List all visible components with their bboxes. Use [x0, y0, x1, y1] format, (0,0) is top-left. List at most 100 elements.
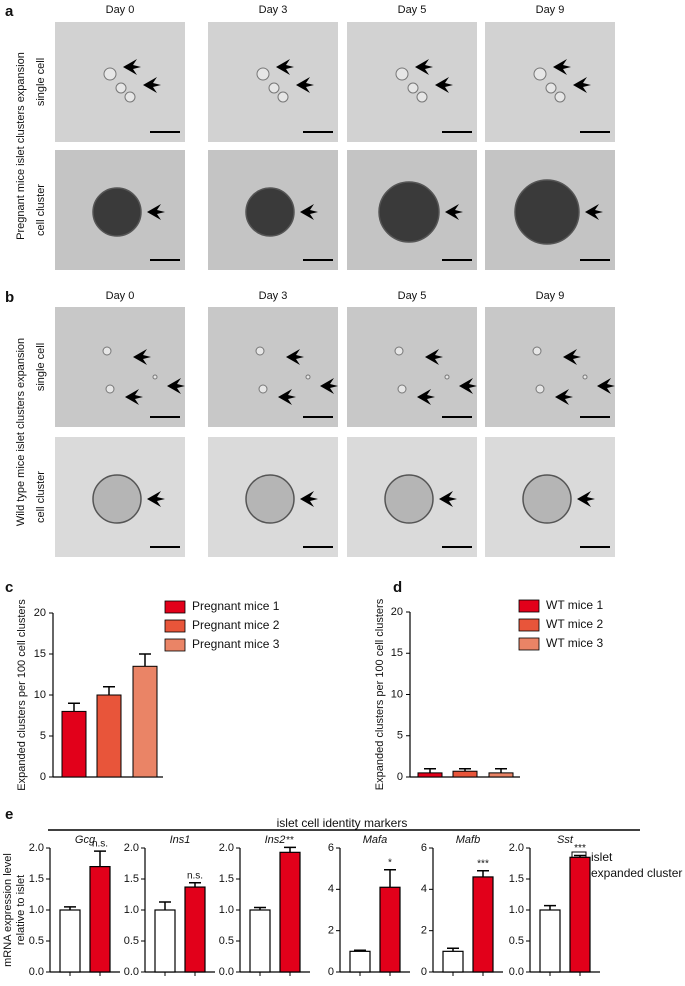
subplot-title: Sst — [557, 834, 574, 846]
error-bar — [477, 869, 489, 877]
y-tick-label: 2.0 — [124, 842, 139, 854]
y-tick-label: 2.0 — [509, 842, 524, 854]
panel-label: a — [5, 3, 14, 20]
arrow — [597, 378, 615, 394]
y-tick-label: 5 — [397, 730, 403, 742]
bar — [452, 770, 478, 778]
legend-label: Pregnant mice 3 — [192, 637, 280, 651]
micrograph — [347, 437, 477, 557]
legend-swatch — [518, 599, 540, 613]
arrow — [300, 204, 318, 220]
bar — [417, 772, 443, 778]
y-tick-label: 1.0 — [29, 904, 44, 916]
micrograph — [485, 437, 615, 557]
bar — [349, 950, 371, 973]
arrow — [276, 59, 294, 75]
y-tick-label: 2.0 — [29, 842, 44, 854]
cell — [545, 82, 557, 94]
panel-label: e — [5, 806, 13, 823]
arrow — [435, 77, 453, 93]
bar — [154, 909, 176, 973]
micrograph-bg — [485, 307, 615, 427]
row-group-label: Wild type mice islet clusters expansion — [15, 338, 27, 526]
bar — [132, 665, 158, 778]
column-header: Day 9 — [536, 4, 565, 16]
micrograph-bg — [347, 307, 477, 427]
legend-swatch — [164, 638, 186, 652]
cell — [255, 346, 265, 356]
subplot-title: Mafa — [363, 834, 387, 846]
cell — [256, 67, 270, 81]
y-tick-label: 1.5 — [219, 873, 234, 885]
y-tick-label: 0.5 — [219, 935, 234, 947]
arrow — [147, 491, 165, 507]
subplot-title: Gcg — [75, 834, 96, 846]
micrograph — [208, 437, 338, 557]
cluster — [92, 187, 142, 237]
y-tick-label: 0.5 — [509, 935, 524, 947]
arrow — [415, 59, 433, 75]
arrow — [133, 349, 151, 365]
cell — [258, 384, 268, 394]
cell — [532, 346, 542, 356]
significance: *** — [574, 843, 586, 854]
y-tick-label: 0.0 — [29, 966, 44, 978]
arrow — [573, 77, 591, 93]
significance: n.s. — [92, 839, 108, 850]
y-tick-label: 0.0 — [509, 966, 524, 978]
legend-label: WT mice 2 — [546, 617, 603, 631]
y-tick-label: 4 — [328, 883, 334, 895]
micrograph-bg — [485, 22, 615, 142]
legend-label: WT mice 3 — [546, 636, 603, 650]
error-bar — [139, 653, 151, 667]
micrograph-bg — [55, 22, 185, 142]
legend-label: expanded cluster — [591, 866, 682, 880]
cell — [268, 82, 280, 94]
row-label: single cell — [35, 58, 47, 106]
micrograph-bg — [55, 307, 185, 427]
micrograph — [208, 150, 338, 270]
arrow — [167, 378, 185, 394]
arrow — [585, 204, 603, 220]
cell — [554, 91, 566, 103]
cluster — [384, 474, 434, 524]
column-header: Day 0 — [106, 4, 135, 16]
y-axis-label: relative to islet — [15, 875, 27, 945]
arrow — [143, 77, 161, 93]
micrograph-bg — [208, 22, 338, 142]
column-header: Day 5 — [398, 290, 427, 302]
bar — [59, 909, 81, 973]
cell — [305, 374, 311, 380]
panel-label: d — [393, 579, 402, 596]
subplot-title: Ins2 — [265, 834, 286, 846]
arrow — [445, 204, 463, 220]
cell — [395, 67, 409, 81]
legend-label: WT mice 1 — [546, 598, 603, 612]
cell — [397, 384, 407, 394]
y-tick-label: 1.0 — [219, 904, 234, 916]
micrograph — [485, 307, 615, 427]
y-tick-label: 0.5 — [124, 935, 139, 947]
y-tick-label: 2 — [328, 925, 334, 937]
error-bar — [68, 702, 80, 712]
y-tick-label: 1.0 — [509, 904, 524, 916]
cell — [124, 91, 136, 103]
significance: * — [388, 857, 392, 868]
bar — [569, 856, 591, 973]
y-tick-label: 6 — [421, 842, 427, 854]
y-tick-label: 20 — [391, 606, 403, 618]
y-tick-label: 10 — [391, 688, 403, 700]
panel-label: b — [5, 289, 14, 306]
micrograph — [347, 307, 477, 427]
arrow — [459, 378, 477, 394]
arrow — [563, 349, 581, 365]
arrow — [286, 349, 304, 365]
y-axis-label: mRNA expression level — [2, 853, 14, 967]
cell — [535, 384, 545, 394]
y-tick-label: 0 — [328, 966, 334, 978]
arrow — [417, 389, 435, 405]
significance: n.s. — [187, 870, 203, 881]
bar — [89, 865, 111, 973]
column-header: Day 3 — [259, 4, 288, 16]
column-header: Day 9 — [536, 290, 565, 302]
